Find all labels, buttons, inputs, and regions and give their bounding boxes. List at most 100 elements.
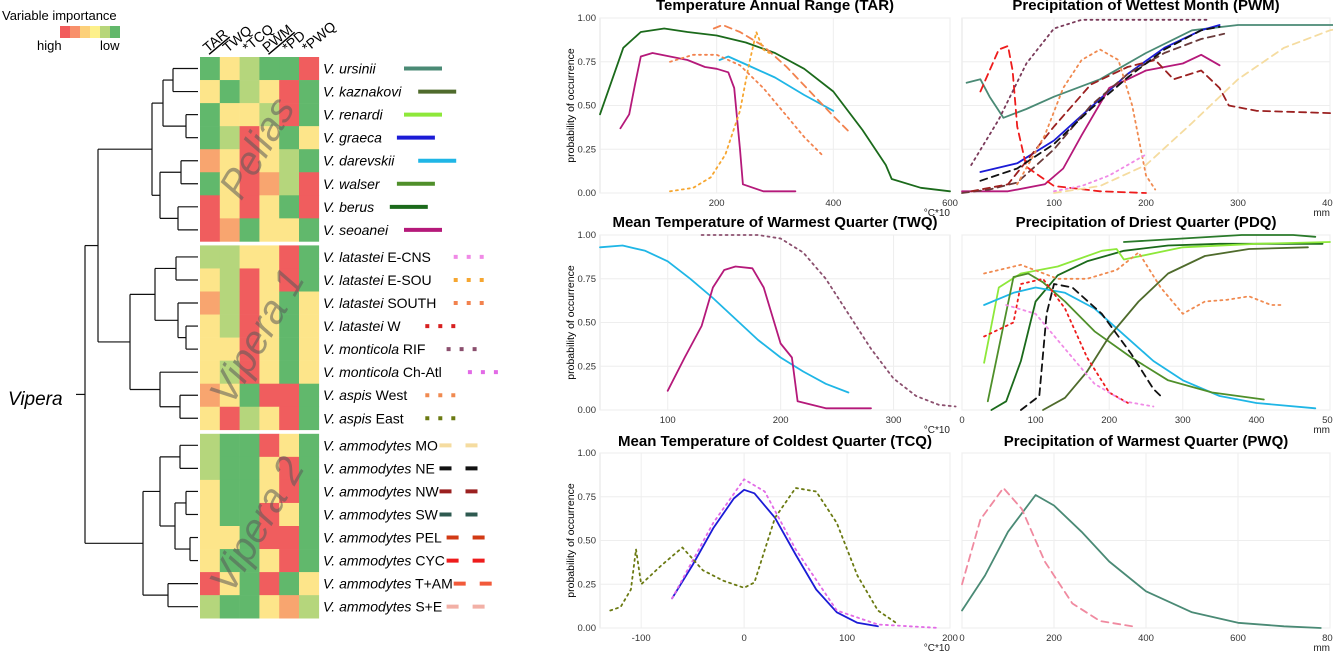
y-tick-label: 0.50: [578, 101, 597, 112]
series-line: [1123, 234, 1317, 243]
x-tick-label: 200: [773, 415, 789, 426]
chart-panel: Precipitation of Driest Quarter (PDQ) 0 10…: [959, 214, 1333, 436]
species-name: V. ammodytes: [323, 576, 411, 592]
series-line: [986, 272, 1265, 403]
y-tick-label: 0.25: [578, 579, 597, 590]
heatmap-cell: [200, 595, 221, 619]
heatmap-cell: [279, 149, 300, 173]
heatmap-panel: Variable importance high low TAR TWQ *TCQ PWM *…: [0, 0, 560, 656]
heatmap-cell: [200, 126, 221, 150]
heatmap-cell: [219, 57, 240, 81]
species-label: V. latastei W: [323, 318, 401, 334]
chart-title: Precipitation of Wettest Month (PWM): [1012, 0, 1279, 14]
heatmap-cell: [239, 103, 260, 127]
heatmap-cell: [259, 456, 280, 481]
legend-high-label: high: [37, 38, 62, 53]
series-line: [666, 265, 872, 410]
heatmap-cell: [299, 502, 320, 527]
heatmap-cell: [299, 103, 320, 127]
heatmap-cell: [299, 595, 320, 619]
x-tick-label: 600: [1230, 633, 1246, 644]
heatmap-cell: [200, 406, 221, 431]
heatmap-cell: [200, 245, 221, 269]
heatmap-cell: [219, 268, 240, 292]
heatmap-cell: [279, 479, 300, 504]
heatmap-cell: [259, 502, 280, 527]
y-tick-label: 0.00: [578, 188, 597, 199]
heatmap-cell: [259, 383, 280, 408]
legend-swatch: [70, 26, 80, 38]
heatmap-cell: [219, 406, 240, 431]
series-line: [1042, 246, 1309, 411]
population-name: NE: [411, 460, 434, 476]
population-name: NW: [411, 483, 439, 499]
heatmap-cell: [200, 218, 221, 242]
heatmap-cell: [219, 80, 240, 104]
heatmap-cell: [200, 433, 221, 458]
heatmap-cell: [299, 149, 320, 173]
species-name: V. latastei: [323, 295, 384, 311]
heatmap-cell: [279, 383, 300, 408]
population-name: West: [372, 387, 408, 403]
chart-title: Precipitation of Warmest Quarter (PWQ): [1004, 433, 1288, 450]
heatmap-cell: [239, 479, 260, 504]
heatmap-cell: [200, 80, 221, 104]
heatmap-cell: [279, 337, 300, 361]
series-line: [979, 25, 1221, 182]
species-label: V. monticola Ch-Atl: [323, 364, 442, 380]
heatmap-cell: [200, 172, 221, 196]
species-name: V. aspis: [323, 387, 372, 403]
species-name: V. seoanei: [323, 222, 389, 238]
heatmap-cell: [259, 126, 280, 150]
series-line: [1019, 283, 1162, 411]
x-tick-label: 200: [1101, 415, 1117, 426]
species-name: V. monticola: [323, 341, 399, 357]
population-name: SW: [411, 506, 438, 522]
heatmap-cell: [219, 502, 240, 527]
heatmap-cell: [299, 126, 320, 150]
heatmap-cell: [279, 245, 300, 269]
heatmap-cell: [259, 149, 280, 173]
heatmap-cell: [219, 149, 240, 173]
heatmap-cell: [219, 337, 240, 361]
species-label: V. ursinii: [323, 61, 377, 77]
heatmap-cell: [259, 57, 280, 81]
heatmap-cell: [219, 103, 240, 127]
y-tick-label: 0.25: [578, 144, 597, 155]
heatmap-cell: [299, 80, 320, 104]
heatmap-cell: [200, 549, 221, 573]
species-label: V. renardi: [323, 107, 384, 123]
heatmap-cell: [219, 595, 240, 619]
legend-low-label: low: [100, 38, 120, 53]
heatmap-cell: [239, 80, 260, 104]
heatmap-cell: [299, 291, 320, 315]
heatmap-cell: [259, 595, 280, 619]
heatmap-cell: [299, 572, 320, 596]
species-label: V. ammodytes NW: [323, 483, 439, 499]
heatmap-cell: [219, 360, 240, 384]
series-line: [961, 487, 1134, 628]
species-label: V. ammodytes NE: [323, 460, 435, 476]
heatmap-cell: [200, 337, 221, 361]
x-tick-label: 200: [1138, 198, 1154, 209]
legend-swatch: [110, 26, 120, 38]
population-name: SOUTH: [383, 295, 436, 311]
y-tick-label: 0.25: [578, 361, 597, 372]
heatmap-cell: [239, 291, 260, 315]
species-name: V. aspis: [323, 410, 372, 426]
heatmap-cell: [219, 549, 240, 573]
x-tick-label: 300: [886, 415, 902, 426]
heatmap-cell: [279, 103, 300, 127]
series-line: [1016, 48, 1157, 191]
heatmap-cell: [239, 314, 260, 338]
population-name: Ch-Atl: [399, 364, 442, 380]
heatmap-cell: [239, 126, 260, 150]
legend-swatch: [60, 26, 70, 38]
heatmap-cell: [259, 479, 280, 504]
chart-panel: Temperature Annual Range (TAR) 0.00 0.25 0.…: [565, 0, 958, 219]
species-label: V. latastei E-SOU: [323, 272, 432, 288]
chart-panel: Precipitation of Wettest Month (PWM) 100 2…: [961, 0, 1333, 219]
heatmap-cell: [219, 218, 240, 242]
y-axis-label: probability of occurrence: [565, 48, 577, 163]
heatmap-cell: [200, 149, 221, 173]
